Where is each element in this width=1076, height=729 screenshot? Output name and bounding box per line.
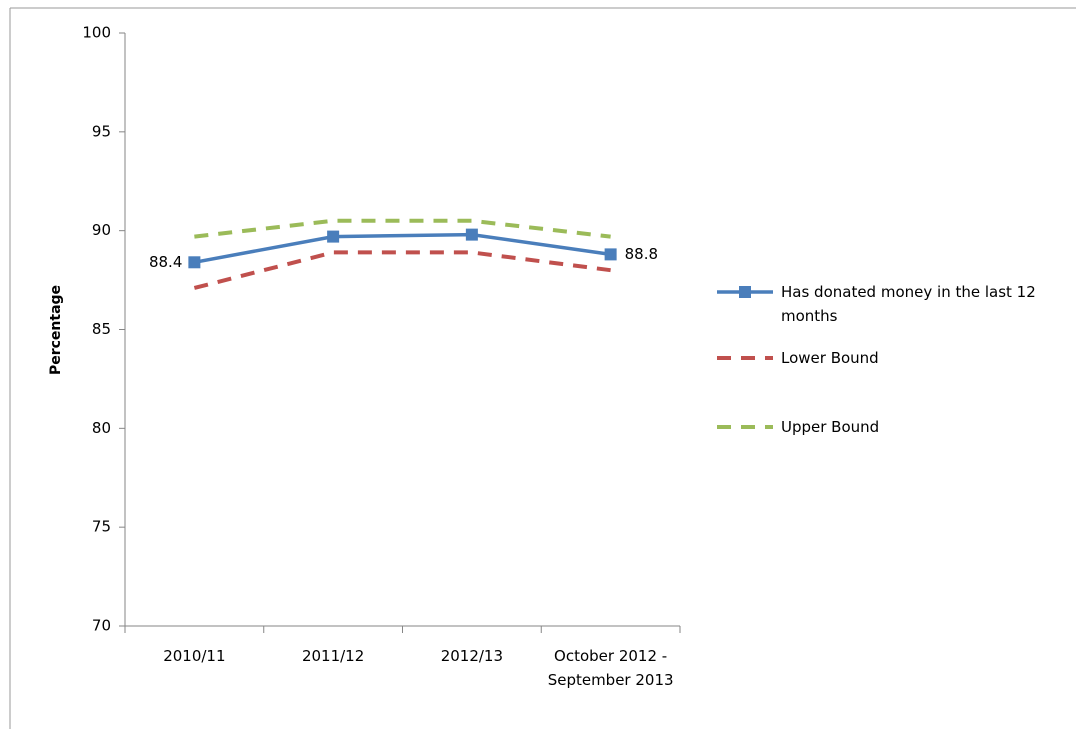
y-tick-label: 70 (92, 617, 111, 635)
marker (465, 228, 478, 241)
x-tick-label: 2011/12 (301, 647, 365, 665)
y-tick-label: 85 (92, 320, 111, 338)
legend-label: Lower Bound (781, 349, 879, 367)
series-line (194, 232, 611, 265)
marker (327, 230, 340, 243)
legend-item: Has donated money in the last 12 months (715, 280, 1066, 328)
series-line (194, 218, 611, 239)
y-tick-label: 75 (92, 518, 111, 536)
y-axis-label: Percentage (48, 285, 64, 375)
legend-label: Has donated money in the last 12 months (781, 283, 1036, 325)
marker (188, 256, 201, 269)
legend-swatch (717, 286, 773, 298)
legend-swatch (717, 356, 773, 360)
y-tick-label: 80 (92, 419, 111, 437)
data-label: 88.8 (625, 245, 658, 263)
legend-swatch (717, 425, 773, 429)
y-tick-label: 100 (82, 24, 111, 42)
y-tick-label: 90 (92, 221, 111, 239)
marker (604, 248, 617, 261)
x-tick-label: 2012/13 (440, 647, 504, 665)
legend-label: Upper Bound (781, 418, 880, 436)
x-tick-label: 2010/11 (163, 647, 226, 665)
legend-item: Lower Bound (715, 346, 1066, 370)
y-tick-label: 95 (92, 122, 111, 140)
legend-item: Upper Bound (715, 415, 1066, 439)
series-line (193, 250, 611, 290)
x-tick-label: October 2012 - September 2013 (547, 647, 674, 689)
data-label: 88.4 (149, 253, 182, 271)
legend-marker (739, 286, 751, 298)
